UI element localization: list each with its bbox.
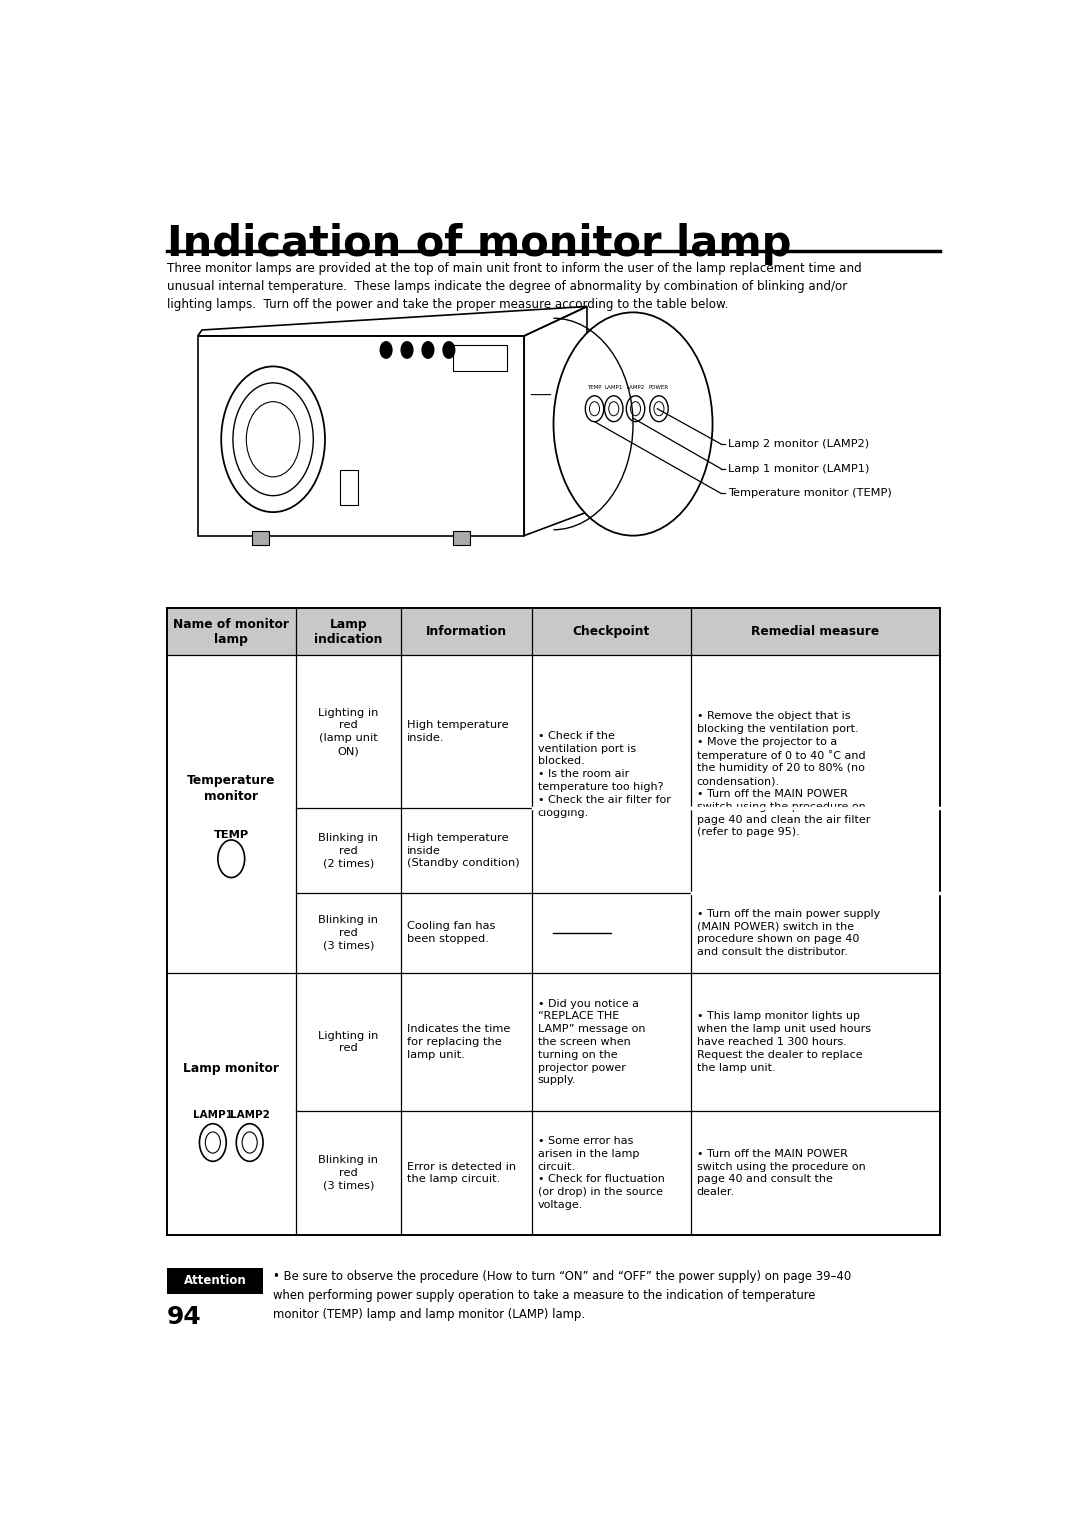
Bar bbox=[454, 345, 508, 371]
Text: Name of monitor
lamp: Name of monitor lamp bbox=[173, 618, 289, 645]
Text: Lighting in
red
(lamp unit
ON): Lighting in red (lamp unit ON) bbox=[319, 708, 379, 755]
Text: Error is detected in
the lamp circuit.: Error is detected in the lamp circuit. bbox=[407, 1161, 516, 1184]
Text: Lamp monitor: Lamp monitor bbox=[184, 1062, 280, 1074]
Text: • Turn off the main power supply
(MAIN POWER) switch in the
procedure shown on p: • Turn off the main power supply (MAIN P… bbox=[697, 908, 880, 957]
Text: TEMP: TEMP bbox=[588, 385, 602, 391]
Text: lighting lamps.  Turn off the power and take the proper measure according to the: lighting lamps. Turn off the power and t… bbox=[166, 298, 728, 311]
Bar bbox=[454, 531, 470, 545]
Text: Blinking in
red
(3 times): Blinking in red (3 times) bbox=[319, 1155, 378, 1190]
Text: unusual internal temperature.  These lamps indicate the degree of abnormality by: unusual internal temperature. These lamp… bbox=[166, 281, 847, 293]
Text: Lamp 1 monitor (LAMP1): Lamp 1 monitor (LAMP1) bbox=[728, 464, 869, 473]
Text: when performing power supply operation to take a measure to the indication of te: when performing power supply operation t… bbox=[273, 1289, 815, 1302]
Text: Remedial measure: Remedial measure bbox=[752, 626, 879, 638]
Circle shape bbox=[380, 342, 392, 359]
Circle shape bbox=[401, 342, 413, 359]
Text: Information: Information bbox=[426, 626, 507, 638]
Text: High temperature
inside
(Standby condition): High temperature inside (Standby conditi… bbox=[407, 833, 519, 868]
Bar bbox=[166, 609, 941, 656]
Text: • Remove the object that is
blocking the ventilation port.
• Move the projector : • Remove the object that is blocking the… bbox=[697, 711, 870, 838]
Text: 94: 94 bbox=[166, 1305, 202, 1329]
Text: • This lamp monitor lights up
when the lamp unit used hours
have reached 1 300 h: • This lamp monitor lights up when the l… bbox=[697, 1012, 870, 1073]
Text: Temperature monitor (TEMP): Temperature monitor (TEMP) bbox=[728, 488, 891, 499]
Text: LAMP2: LAMP2 bbox=[230, 1111, 270, 1120]
Text: Checkpoint: Checkpoint bbox=[572, 626, 650, 638]
Text: High temperature
inside.: High temperature inside. bbox=[407, 720, 509, 743]
Text: LAMP1: LAMP1 bbox=[193, 1111, 233, 1120]
Text: Lamp
indication: Lamp indication bbox=[314, 618, 382, 645]
Text: LAMP2: LAMP2 bbox=[626, 385, 645, 391]
Text: • Turn off the MAIN POWER
switch using the procedure on
page 40 and consult the
: • Turn off the MAIN POWER switch using t… bbox=[697, 1149, 865, 1198]
Text: POWER: POWER bbox=[649, 385, 669, 391]
Text: LAMP1: LAMP1 bbox=[605, 385, 623, 391]
Circle shape bbox=[422, 342, 434, 359]
Text: monitor (TEMP) lamp and lamp monitor (LAMP) lamp.: monitor (TEMP) lamp and lamp monitor (LA… bbox=[273, 1308, 585, 1320]
Circle shape bbox=[554, 313, 713, 536]
Text: Indicates the time
for replacing the
lamp unit.: Indicates the time for replacing the lam… bbox=[407, 1024, 511, 1061]
Text: Blinking in
red
(3 times): Blinking in red (3 times) bbox=[319, 916, 378, 951]
Circle shape bbox=[443, 342, 455, 359]
Text: Temperature
monitor: Temperature monitor bbox=[187, 774, 275, 803]
Text: Blinking in
red
(2 times): Blinking in red (2 times) bbox=[319, 833, 378, 868]
Bar bbox=[340, 470, 359, 505]
Text: • Check if the
ventilation port is
blocked.
• Is the room air
temperature too hi: • Check if the ventilation port is block… bbox=[538, 731, 671, 818]
Text: Attention: Attention bbox=[184, 1274, 246, 1286]
Text: • Some error has
arisen in the lamp
circuit.
• Check for fluctuation
(or drop) i: • Some error has arisen in the lamp circ… bbox=[538, 1135, 664, 1210]
Text: Three monitor lamps are provided at the top of main unit front to inform the use: Three monitor lamps are provided at the … bbox=[166, 262, 862, 275]
Text: Lamp 2 monitor (LAMP2): Lamp 2 monitor (LAMP2) bbox=[728, 439, 868, 449]
Text: • Be sure to observe the procedure (How to turn “ON” and “OFF” the power supply): • Be sure to observe the procedure (How … bbox=[273, 1270, 851, 1283]
Text: Lighting in
red: Lighting in red bbox=[319, 1030, 379, 1053]
Text: Indication of monitor lamp: Indication of monitor lamp bbox=[166, 223, 792, 266]
Bar bbox=[166, 1268, 264, 1294]
Bar bbox=[253, 531, 269, 545]
Text: TEMP: TEMP bbox=[214, 830, 248, 841]
Text: • Did you notice a
“REPLACE THE
LAMP” message on
the screen when
turning on the
: • Did you notice a “REPLACE THE LAMP” me… bbox=[538, 998, 645, 1085]
Text: Cooling fan has
been stopped.: Cooling fan has been stopped. bbox=[407, 922, 496, 945]
